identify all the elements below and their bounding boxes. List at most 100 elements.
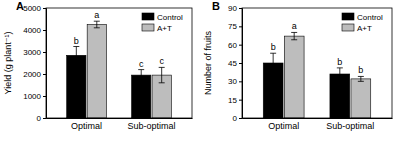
error-line [294,32,295,39]
y-tick-label: 90 [228,4,237,13]
bar [284,36,304,118]
y-tick-label: 0 [233,114,238,123]
y-tick-mark [43,74,46,75]
error-cap [138,69,144,70]
y-tick: 5000 [23,4,46,13]
error-bar [73,47,79,65]
error-cap [358,76,364,77]
y-tick-mark [43,96,46,97]
y-tick: 15 [228,96,242,105]
y-tick-label: 4000 [23,26,41,35]
error-bar [138,70,144,81]
error-line [96,21,97,28]
y-tick-mark [239,118,242,119]
bar [132,75,151,118]
x-axis: Optimal Sub-optimal [47,118,193,131]
panel: 0 15 30 45 60 75 90 Optimal Sub-optimal Number of… [203,0,392,131]
y-tick-mark [43,8,46,9]
y-axis-line [239,9,243,119]
y-tick: 3000 [23,48,46,57]
error-cap [94,21,100,22]
y-tick-mark [43,30,46,31]
y-tick: 0 [233,114,242,123]
y-tick-label: 0 [37,114,42,123]
y-tick-label: 3000 [23,48,41,57]
legend-label: Control [157,13,183,22]
error-bar [291,32,297,39]
y-tick-mark [239,100,242,101]
y-axis: 0 1000 2000 3000 4000 5000 [23,4,46,123]
significance-letter: a [292,21,297,31]
bar [67,55,86,118]
y-tick-label: 5000 [23,4,41,13]
y-tick: 4000 [23,26,46,35]
y-tick: 0 [37,114,46,123]
y-axis-line [43,9,47,119]
significance-letter: c [139,59,144,69]
error-cap [94,27,100,28]
x-tick-label: Sub-optimal [127,121,175,131]
error-bar [358,76,364,81]
y-axis: 0 15 30 45 60 75 90 [228,4,242,123]
y-tick: 2000 [23,70,46,79]
legend-label: A+T [157,24,172,33]
y-tick-label: 75 [228,22,237,31]
error-cap [337,67,343,68]
plot-frame [46,8,192,118]
error-cap [358,81,364,82]
x-tick: Optimal [268,118,299,131]
error-cap [159,67,165,68]
significance-letter: c [159,56,164,66]
panel-label: B [212,0,220,12]
significance-letter: b [358,65,363,75]
error-cap [337,80,343,81]
y-tick-label: 1000 [23,92,41,101]
error-cap [73,64,79,65]
significance-letter: a [94,10,99,20]
bar [351,79,371,118]
x-tick: Optimal [71,118,102,131]
y-tick-mark [43,52,46,53]
x-tick: Sub-optimal [127,118,175,131]
error-cap [270,53,276,54]
x-axis-line [47,118,193,119]
y-tick: 90 [228,4,242,13]
error-line [360,76,361,81]
y-axis-title: Number of fruits [203,30,213,95]
y-tick-mark [239,45,242,46]
legend-label: A+T [357,24,372,33]
y-tick-mark [43,118,46,119]
legend-swatch [142,13,154,20]
y-tick: 60 [228,41,242,50]
error-cap [73,46,79,47]
error-bar [270,53,276,73]
x-tick-label: Optimal [268,121,299,131]
legend-swatch [142,24,154,31]
legend-swatch [342,13,354,20]
error-line [141,70,142,81]
y-tick: 1000 [23,92,46,101]
y-tick: 45 [228,59,242,68]
significance-letter: b [271,42,276,52]
y-tick-label: 30 [228,77,237,86]
error-line [161,67,162,82]
y-tick-label: 15 [228,96,237,105]
legend: ControlA+T [342,13,383,33]
error-line [339,68,340,80]
x-tick-label: Sub-optimal [326,121,374,131]
error-cap [291,32,297,33]
error-bar [337,68,343,80]
x-axis: Optimal Sub-optimal [243,118,393,131]
plot-marks [67,21,172,118]
x-axis-line [243,118,393,119]
significance-letter: b [74,36,79,46]
y-tick-mark [239,81,242,82]
error-cap [159,82,165,83]
panel: 010002000300040005000OptimalSub-optimalY… [3,0,192,131]
y-tick-mark [239,8,242,9]
error-cap [138,80,144,81]
error-cap [270,72,276,73]
y-tick-label: 45 [228,59,237,68]
significance-letter: b [337,57,342,67]
y-tick-mark [239,26,242,27]
